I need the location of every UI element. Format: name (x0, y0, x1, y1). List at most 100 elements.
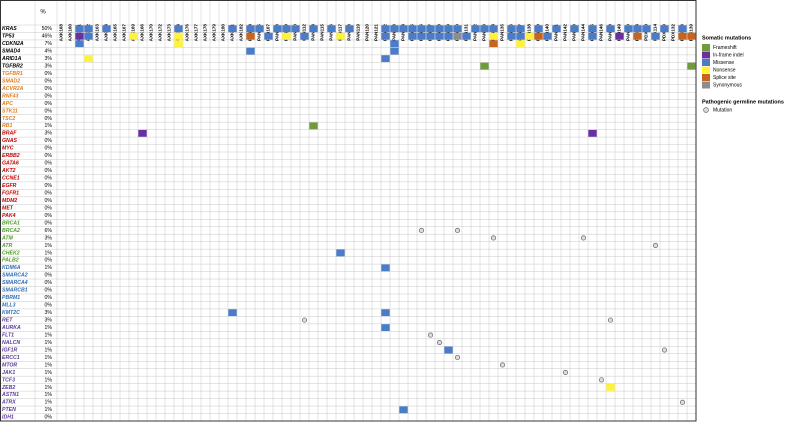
mutation-cell (507, 25, 516, 33)
gene-pct: 1% (45, 250, 53, 256)
sample-label: PAN127 (428, 24, 433, 41)
sample-label: PAN124 (401, 24, 406, 41)
sample-label: AXK165 (113, 24, 118, 42)
mutation-cell (327, 25, 336, 33)
gene-label: SMARCB1 (2, 288, 28, 294)
mutation-cell (660, 25, 669, 33)
mutation-cell (615, 32, 624, 40)
sample-label: AXK172 (158, 24, 163, 42)
gene-label: CCNE1 (2, 176, 20, 182)
gene-pct: 7% (45, 41, 53, 47)
gene-label: RET (2, 318, 13, 324)
sample-label: PAN109 (284, 24, 289, 41)
gene-pct: 3% (45, 235, 53, 241)
gene-pct: 0% (45, 295, 53, 301)
gene-pct: 1% (45, 332, 53, 338)
mutation-cell (381, 55, 390, 63)
gene-label: RB1 (2, 123, 12, 129)
sample-label: PAN135 (500, 24, 505, 41)
gene-label: SMARCA4 (2, 280, 28, 286)
gene-label: GATA6 (2, 161, 19, 167)
mutation-cell (390, 47, 399, 55)
gene-label: BRCA2 (2, 228, 20, 234)
gene-label: TGFBR2 (2, 63, 23, 69)
mutation-cell (453, 32, 462, 40)
gene-pct: 0% (45, 71, 53, 77)
gene-label: NALCN (2, 340, 20, 346)
sample-label: PAN141 (554, 24, 559, 41)
gene-label: AKT2 (1, 168, 16, 174)
gene-pct: 0% (45, 161, 53, 167)
mutation-cell (408, 32, 417, 40)
sample-label: PAN110 (293, 24, 298, 41)
sample-label: PAN143 (572, 24, 577, 41)
gene-label: STK11 (2, 108, 18, 114)
sample-label: AXK178 (203, 24, 208, 42)
legend-swatch (702, 81, 710, 89)
mutation-cell (336, 249, 345, 257)
mutation-cell (444, 32, 453, 40)
gene-pct: 0% (45, 138, 53, 144)
sample-label: PAN115 (320, 24, 325, 41)
sample-label: AXK180 (221, 24, 226, 42)
legend-swatch (702, 51, 710, 59)
mutation-cell (75, 32, 84, 40)
gene-pct: 0% (45, 183, 53, 189)
mutation-cell (390, 40, 399, 48)
gene-pct: 0% (45, 220, 53, 226)
gene-label: IGF1R (2, 347, 18, 353)
legend-swatch (702, 66, 710, 74)
sample-label: AXK174 (176, 24, 181, 42)
gene-label: ACVR2A (1, 86, 24, 92)
gene-pct: 0% (45, 93, 53, 99)
mutation-cell (507, 32, 516, 40)
germline-mark (661, 347, 668, 353)
sample-label: AXK160 (68, 24, 73, 42)
mutation-cell (624, 25, 633, 33)
gene-label: CDKN2A (2, 41, 24, 47)
mutation-cell (336, 32, 345, 40)
gene-label: ARID1A (1, 56, 22, 62)
sample-label: PAN114 (311, 24, 316, 41)
mutation-cell (84, 32, 93, 40)
legend-title: Pathogenic germline mutations (702, 99, 784, 105)
mutation-cell (489, 32, 498, 40)
mutation-cell (435, 32, 444, 40)
mutation-cell (399, 406, 408, 414)
germline-mark (490, 235, 497, 241)
sample-label: PAN139 (536, 24, 541, 41)
gene-label: BRAF (2, 131, 17, 137)
mutation-cell (381, 25, 390, 33)
gene-pct: 1% (45, 265, 53, 271)
mutation-cell (399, 25, 408, 33)
mutation-cell (534, 32, 543, 40)
gene-label: FGFR1 (2, 190, 19, 196)
sample-label: PAN126 (419, 24, 424, 41)
legend-title: Somatic mutations (702, 35, 751, 41)
mutation-cell (309, 25, 318, 33)
gene-pct: 6% (45, 228, 53, 234)
sample-label: AXK179 (212, 24, 217, 42)
sample-label: PAN108 (275, 24, 280, 41)
gene-pct: 1% (45, 377, 53, 383)
germline-mark (454, 354, 461, 361)
mutation-cell (102, 25, 111, 33)
gene-label: GNAS (2, 138, 18, 144)
gene-label: ZEB2 (1, 385, 15, 391)
germline-mark (427, 332, 434, 338)
gene-pct: 0% (45, 146, 53, 152)
sample-label: AXK181 (230, 24, 235, 42)
gene-pct: 1% (45, 355, 53, 361)
mutation-cell (381, 32, 390, 40)
sample-label: AXK173 (167, 24, 172, 42)
gene-label: SMAD4 (2, 49, 20, 55)
gene-label: KRAS (2, 26, 17, 32)
gene-label: MDM2 (2, 198, 17, 204)
sample-label: AXK161 (77, 24, 82, 42)
gene-label: APC (1, 101, 13, 107)
gene-pct: 0% (45, 303, 53, 309)
gene-pct: 1% (45, 243, 53, 249)
sample-label: PAN134 (491, 24, 496, 41)
gene-label: JAK1 (2, 370, 15, 376)
sample-label: PAN146 (599, 24, 604, 41)
